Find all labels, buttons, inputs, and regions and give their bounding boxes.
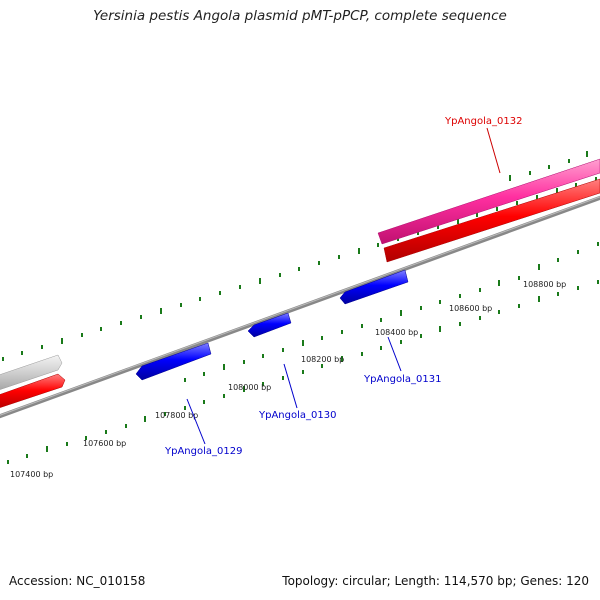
- pink-feature[interactable]: [377, 158, 600, 245]
- backbone-highlight: [0, 196, 600, 416]
- scale-label-108200: 108200 bp: [301, 355, 344, 364]
- scale-label-107800: 107800 bp: [155, 411, 198, 420]
- reverse-tick-row: [7, 280, 599, 464]
- forward-tick-row: [2, 151, 597, 361]
- accession-text: Accession: NC_010158: [9, 574, 146, 588]
- scale-label-108400: 108400 bp: [375, 328, 418, 337]
- scale-label-108800: 108800 bp: [523, 280, 566, 289]
- gene-ypangola-0132-cds[interactable]: [383, 178, 600, 263]
- gene-ypangola-0129-cds[interactable]: [135, 342, 212, 381]
- gene-ypangola-0131-cds[interactable]: [339, 269, 409, 305]
- scale-label-107400: 107400 bp: [10, 470, 53, 479]
- gene-label-ypangola-0132[interactable]: YpAngola_0132: [444, 116, 522, 127]
- scale-label-107600: 107600 bp: [83, 439, 126, 448]
- map-title: Yersinia pestis Angola plasmid pMT-pPCP,…: [93, 8, 507, 24]
- inner-tick-row-upper: [184, 242, 599, 382]
- gene-ypangola-0130-cds[interactable]: [247, 312, 292, 338]
- forward-cds-left[interactable]: [0, 373, 66, 411]
- gene-label-ypangola-0130[interactable]: YpAngola_0130: [258, 410, 336, 421]
- label-leaders: [186, 127, 501, 445]
- genome-backbone: [0, 195, 600, 419]
- gene-label-ypangola-0131[interactable]: YpAngola_0131: [363, 374, 441, 385]
- scale-label-108000: 108000 bp: [228, 383, 271, 392]
- gray-feature[interactable]: [0, 354, 63, 393]
- topology-text: Topology: circular; Length: 114,570 bp; …: [282, 574, 589, 588]
- gene-label-ypangola-0129[interactable]: YpAngola_0129: [164, 446, 242, 457]
- scale-label-108600: 108600 bp: [449, 304, 492, 313]
